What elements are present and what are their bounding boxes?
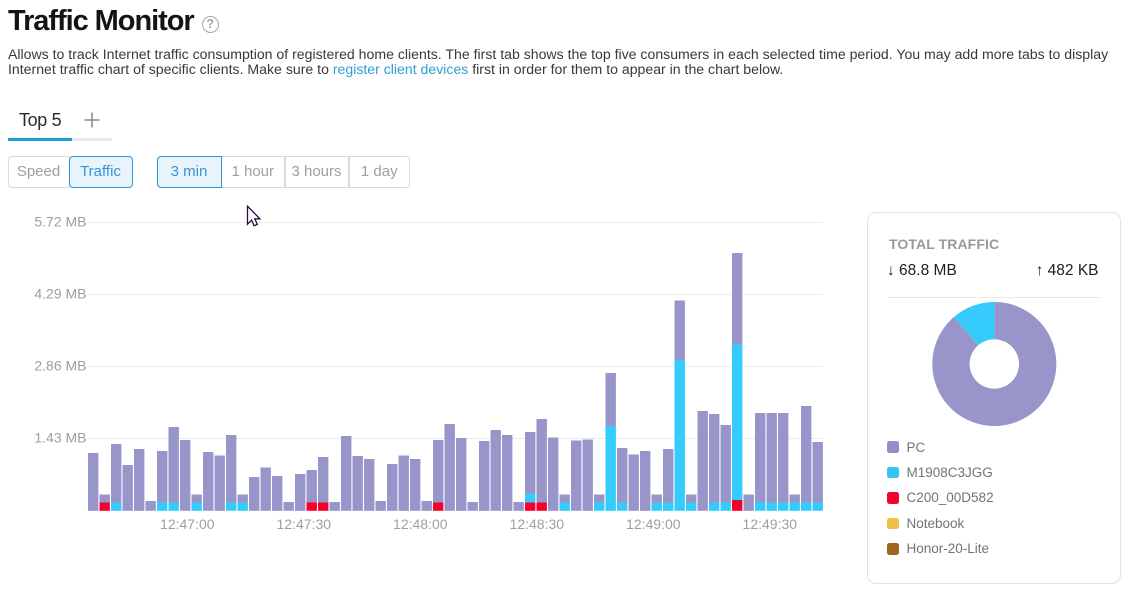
svg-text:12:49:30: 12:49:30: [743, 516, 798, 532]
svg-text:12:48:00: 12:48:00: [393, 516, 448, 532]
svg-text:12:47:00: 12:47:00: [160, 516, 215, 532]
svg-text:2.86 MB: 2.86 MB: [34, 358, 86, 374]
svg-text:4.29 MB: 4.29 MB: [34, 286, 86, 302]
svg-text:1.43 MB: 1.43 MB: [34, 430, 86, 446]
svg-text:5.72 MB: 5.72 MB: [34, 214, 86, 230]
svg-text:12:49:00: 12:49:00: [626, 516, 681, 532]
svg-text:12:47:30: 12:47:30: [277, 516, 332, 532]
svg-text:12:48:30: 12:48:30: [510, 516, 565, 532]
